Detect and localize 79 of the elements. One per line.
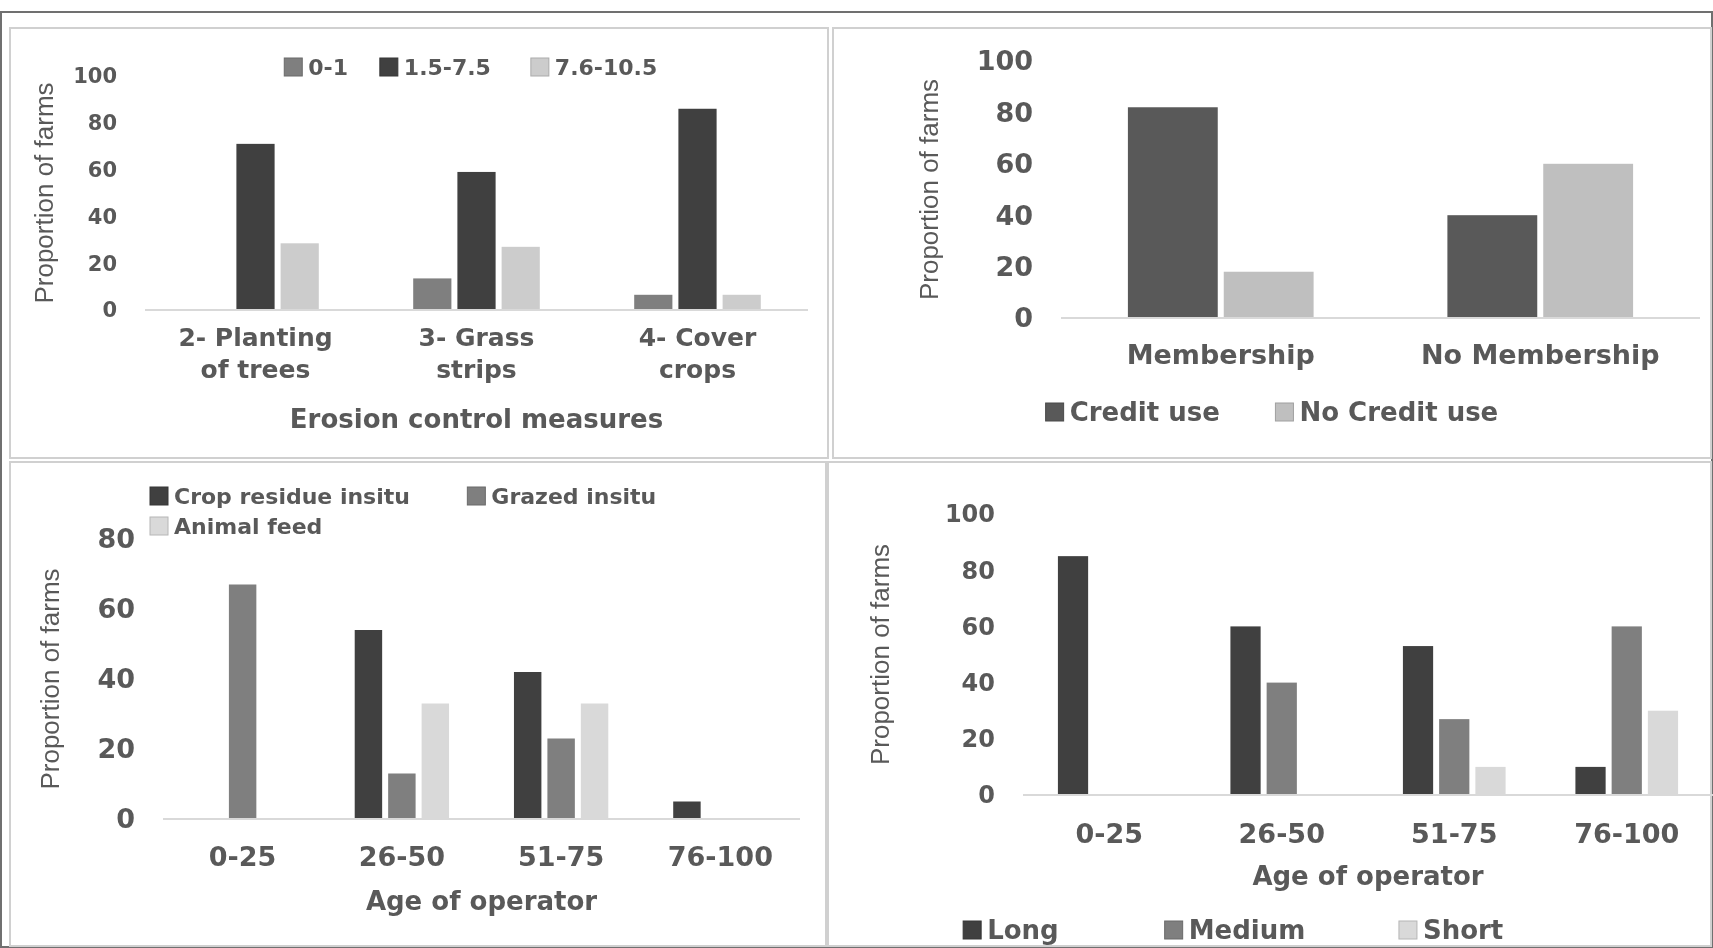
legend-label: 1.5-7.5 [403, 54, 491, 80]
y-tick-label: 0 [116, 803, 135, 835]
bar [501, 246, 540, 310]
x-axis-title: Erosion control measures [289, 404, 664, 434]
legend-label: Medium [1188, 915, 1306, 946]
y-tick-label: 0 [978, 781, 995, 810]
x-axis-title: Age of operator [1252, 861, 1484, 891]
y-tick-label: 20 [97, 733, 135, 765]
legend-label: Crop residue insitu [174, 483, 410, 509]
legend-label: Short [1422, 915, 1504, 946]
bar [280, 243, 319, 310]
bar [678, 108, 717, 310]
x-tick-label: 26-50 [1238, 818, 1325, 849]
y-tick-label: 40 [961, 669, 995, 697]
bar [1543, 163, 1634, 318]
y-tick-label: 80 [995, 96, 1033, 128]
bar [547, 738, 575, 819]
y-axis-title: Proportion of farms [29, 82, 60, 304]
bar [634, 294, 673, 310]
legend-label: Animal feed [174, 513, 323, 539]
y-tick-label: 60 [995, 148, 1033, 180]
bar [1223, 271, 1314, 318]
y-tick-label: 100 [944, 500, 995, 529]
bar [228, 584, 257, 819]
y-tick-label: 20 [87, 251, 117, 276]
x-axis-title: Age of operator [365, 886, 598, 916]
y-tick-label: 0 [102, 298, 117, 323]
y-tick-label: 100 [73, 64, 117, 89]
bar [1230, 626, 1261, 795]
bar [1402, 646, 1434, 795]
x-tick-label: 4- Cover crops [638, 322, 757, 385]
x-tick-label: 0-25 [208, 841, 277, 872]
y-tick-label: 20 [995, 251, 1033, 283]
x-tick-label: 51-75 [1411, 818, 1498, 849]
y-tick-label: 40 [87, 204, 117, 229]
bar [354, 630, 383, 819]
bar [457, 171, 496, 310]
bar [1439, 719, 1470, 795]
y-tick-label: 40 [97, 663, 135, 695]
y-tick-label: 60 [87, 157, 117, 182]
legend-label: Long [987, 915, 1059, 946]
y-tick-label: 60 [97, 593, 135, 625]
bar [1611, 626, 1642, 795]
y-tick-label: 0 [1014, 302, 1033, 334]
y-tick-label: 20 [961, 725, 995, 754]
x-tick-label: Membership [1126, 339, 1315, 370]
x-tick-label: 26-50 [358, 841, 446, 872]
legend-label: 0-1 [308, 54, 349, 80]
bar [1266, 682, 1297, 795]
y-tick-label: 100 [976, 45, 1033, 77]
x-tick-label: 76-100 [1574, 818, 1680, 849]
legend-label: Grazed insitu [491, 483, 657, 509]
bar [388, 773, 416, 819]
x-tick-label: 0-25 [1075, 818, 1144, 849]
y-tick-label: 80 [961, 556, 995, 585]
y-tick-label: 40 [995, 199, 1033, 231]
bar [1127, 107, 1218, 318]
bar [673, 801, 701, 819]
legend-label: Credit use [1069, 397, 1220, 428]
y-tick-label: 60 [961, 612, 995, 641]
x-tick-label: 2- Planting of trees [178, 322, 333, 385]
bar [236, 143, 275, 310]
y-axis-title: Proportion of farms [865, 543, 896, 766]
y-axis-title: Proportion of farms [35, 568, 66, 790]
legend-label: 7.6-10.5 [554, 54, 658, 80]
y-tick-label: 80 [87, 111, 117, 136]
legend-label: No Credit use [1299, 397, 1499, 428]
x-tick-label: 3- Grass strips [418, 322, 535, 385]
bar [722, 294, 761, 310]
bar [513, 672, 542, 819]
y-axis-title: Proportion of farms [914, 78, 945, 301]
bar [1057, 556, 1089, 795]
bar [1447, 215, 1538, 318]
y-tick-label: 80 [97, 523, 135, 555]
x-tick-label: 51-75 [517, 841, 605, 872]
x-tick-label: No Membership [1420, 339, 1660, 370]
x-tick-label: 76-100 [667, 841, 773, 872]
bar [413, 278, 452, 310]
bar [1575, 766, 1606, 795]
